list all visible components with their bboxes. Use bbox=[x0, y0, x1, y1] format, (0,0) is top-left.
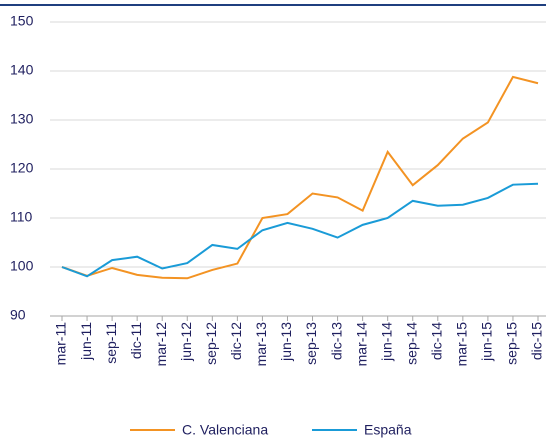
x-tick-label: jun-14 bbox=[378, 322, 394, 362]
x-tick-label: mar-11 bbox=[53, 322, 69, 366]
x-tick-label: jun-15 bbox=[479, 322, 495, 362]
x-tick-label: mar-12 bbox=[153, 322, 169, 367]
x-tick-label: mar-15 bbox=[454, 322, 470, 367]
x-tick-label: jun-12 bbox=[178, 322, 194, 362]
y-tick-label: 110 bbox=[10, 209, 33, 225]
x-tick-label: sep-13 bbox=[303, 322, 319, 365]
x-tick-label: sep-11 bbox=[103, 322, 119, 364]
y-tick-label: 100 bbox=[10, 258, 34, 274]
x-tick-label: jun-11 bbox=[78, 322, 94, 361]
x-tick-label: jun-13 bbox=[278, 322, 294, 362]
legend-label: España bbox=[364, 422, 412, 438]
x-tick-label: dic-14 bbox=[428, 322, 444, 360]
x-tick-label: dic-13 bbox=[328, 322, 344, 360]
x-tick-label: sep-14 bbox=[403, 322, 419, 365]
legend-label: C. Valenciana bbox=[182, 422, 268, 438]
series-line bbox=[61, 182, 539, 278]
x-tick-label: dic-12 bbox=[228, 322, 244, 360]
x-tick-label: dic-11 bbox=[128, 322, 144, 359]
x-tick-label: dic-15 bbox=[529, 322, 545, 360]
series-line bbox=[61, 75, 539, 280]
x-tick-label: mar-13 bbox=[253, 322, 269, 367]
y-tick-label: 130 bbox=[10, 111, 34, 127]
y-tick-label: 120 bbox=[10, 160, 34, 176]
x-tick-label: mar-14 bbox=[353, 322, 369, 367]
x-tick-label: sep-15 bbox=[504, 322, 520, 365]
x-tick-label: sep-12 bbox=[203, 322, 219, 365]
y-tick-label: 150 bbox=[10, 13, 34, 29]
y-tick-label: 140 bbox=[10, 62, 34, 78]
y-tick-label: 90 bbox=[10, 307, 26, 323]
